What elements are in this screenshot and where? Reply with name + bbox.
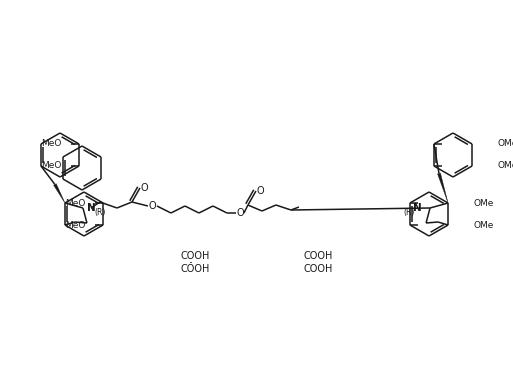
Text: COOH: COOH bbox=[180, 251, 210, 261]
Text: O: O bbox=[148, 201, 156, 211]
Text: N: N bbox=[87, 203, 96, 213]
Text: MeO: MeO bbox=[65, 198, 85, 208]
Text: O: O bbox=[236, 208, 244, 218]
Text: COOH: COOH bbox=[180, 264, 210, 274]
Text: OMe: OMe bbox=[473, 220, 494, 229]
Text: OMe: OMe bbox=[497, 161, 513, 170]
Text: MeO: MeO bbox=[41, 139, 61, 149]
Polygon shape bbox=[54, 184, 65, 203]
Text: (R): (R) bbox=[94, 209, 105, 217]
Text: (R): (R) bbox=[404, 209, 415, 217]
Text: COOH: COOH bbox=[303, 251, 333, 261]
Text: N: N bbox=[413, 203, 422, 213]
Text: O: O bbox=[256, 186, 264, 196]
Text: COOH: COOH bbox=[303, 264, 333, 274]
Text: MeO: MeO bbox=[65, 220, 85, 229]
Text: OMe: OMe bbox=[473, 198, 494, 208]
Text: O: O bbox=[140, 183, 148, 193]
Text: MeO: MeO bbox=[41, 161, 61, 170]
Polygon shape bbox=[438, 173, 448, 203]
Text: OMe: OMe bbox=[497, 139, 513, 149]
